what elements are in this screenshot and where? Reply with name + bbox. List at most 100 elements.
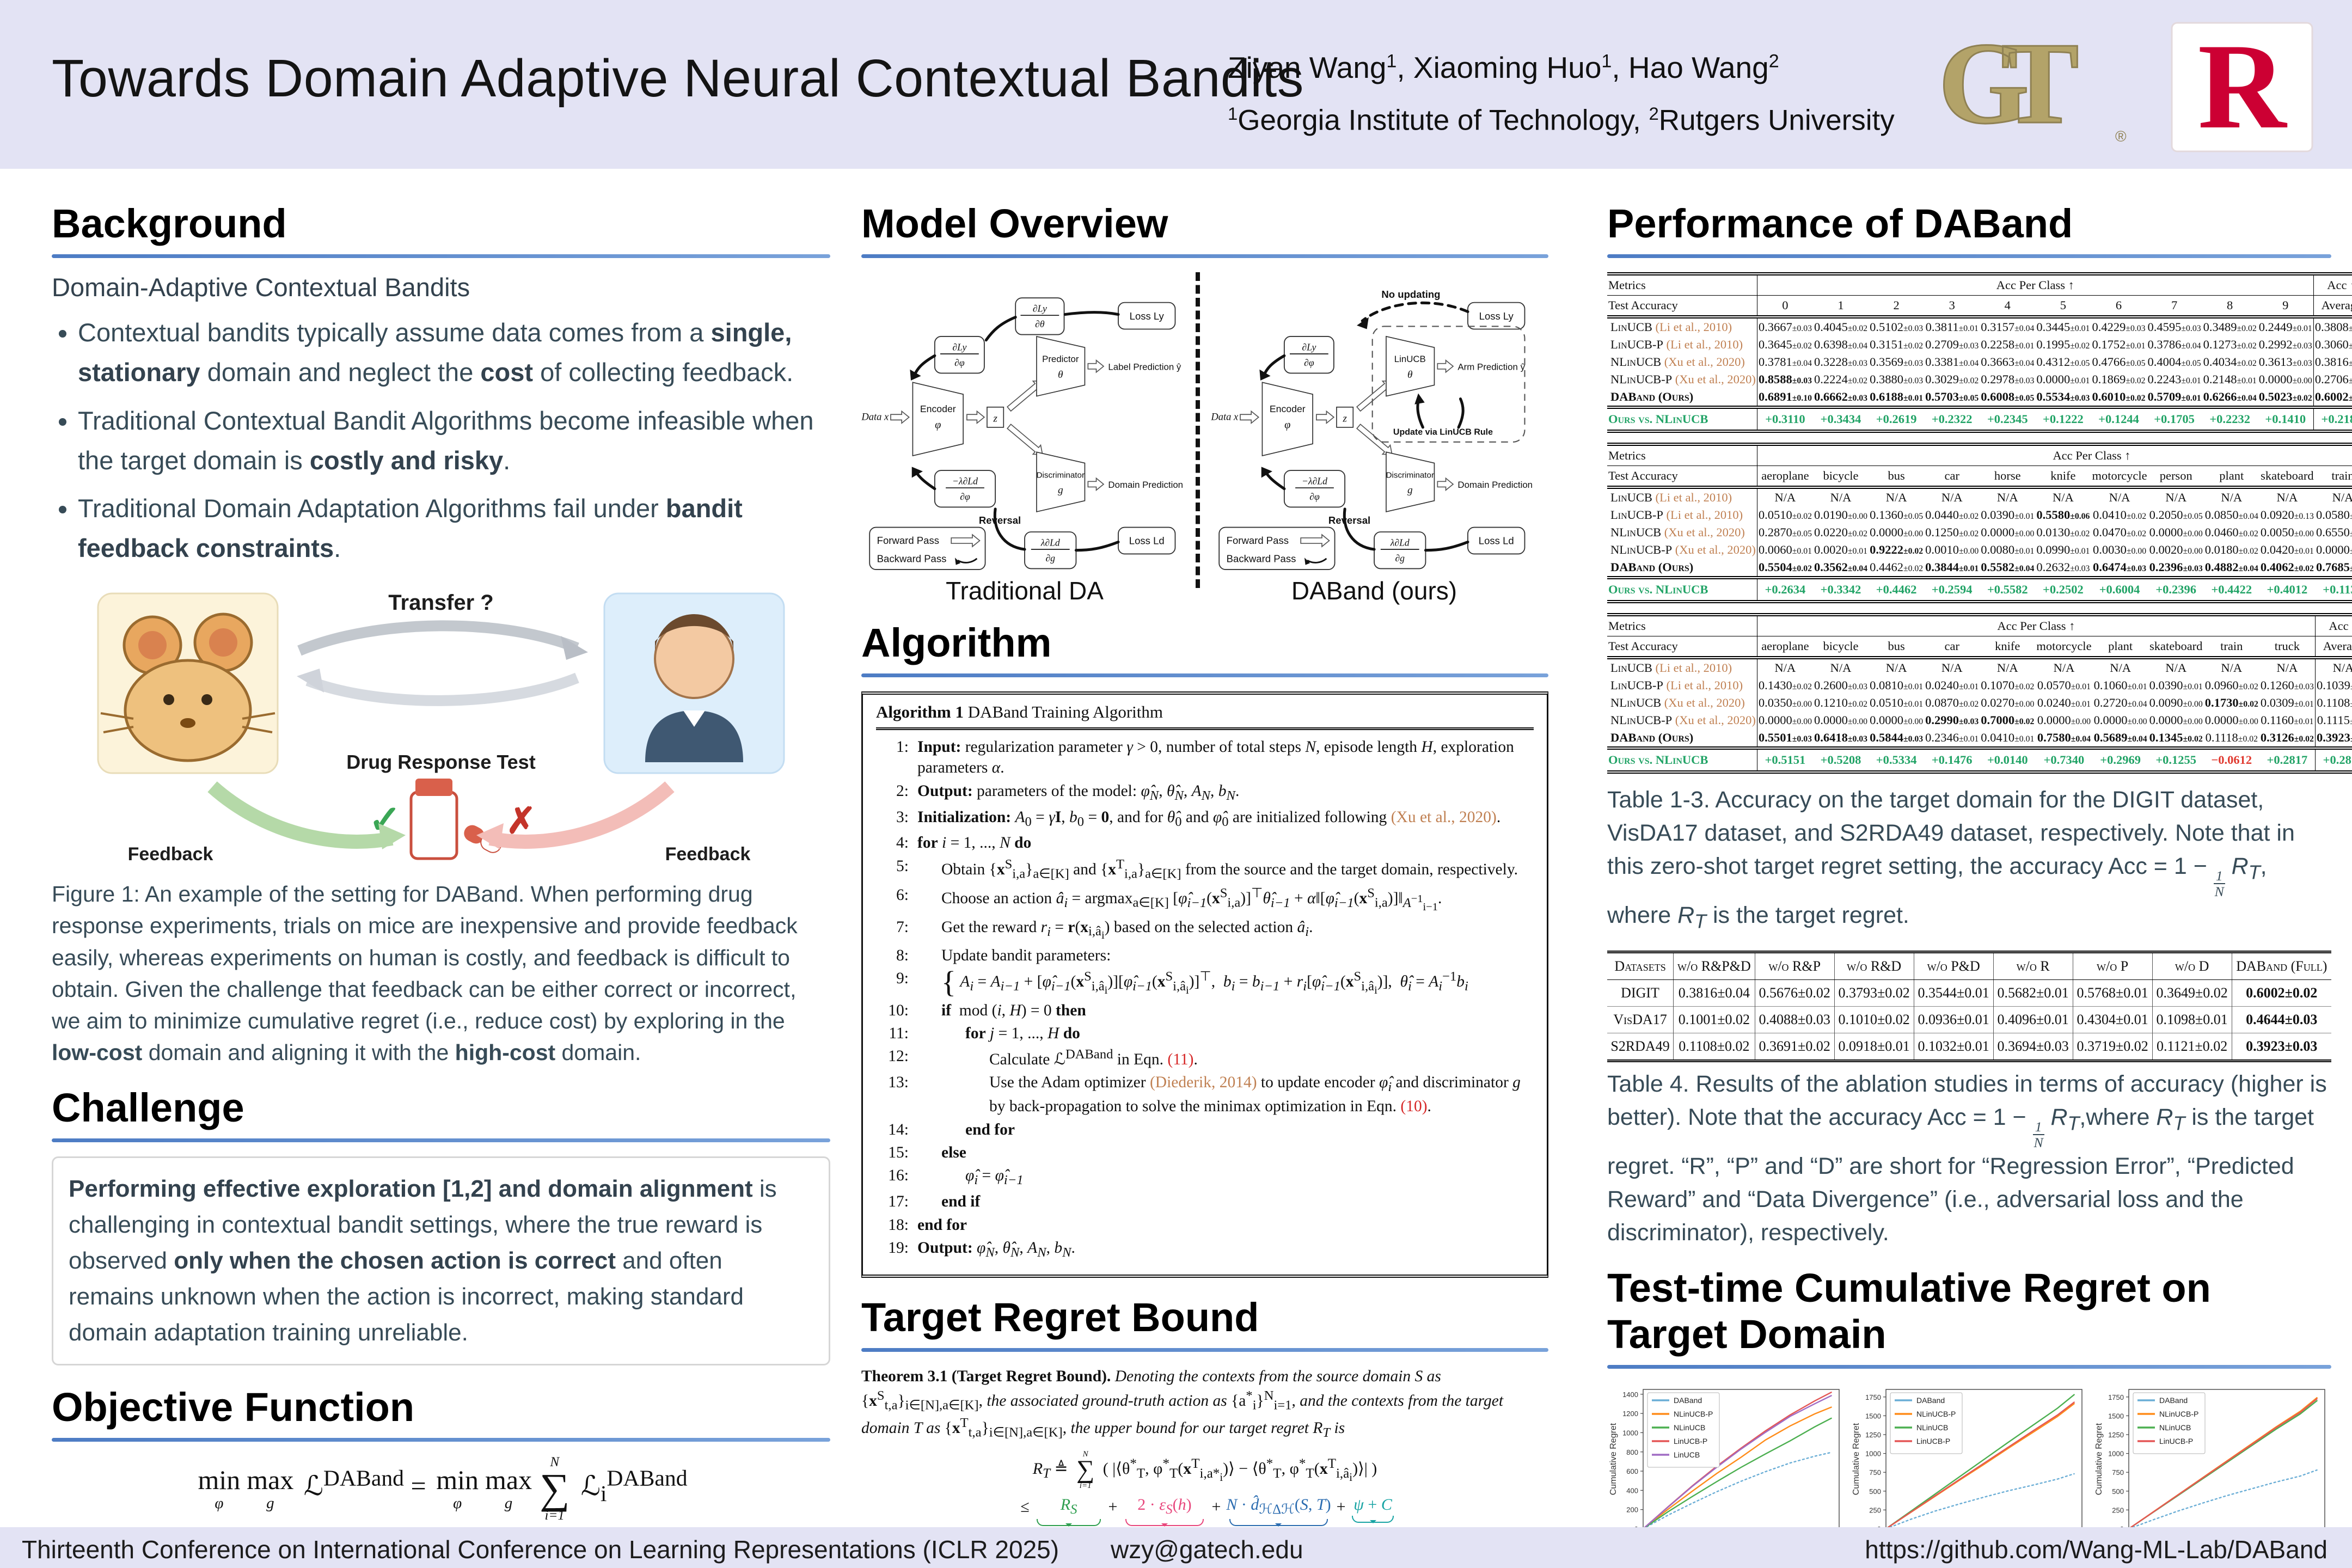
svg-text:Reversal: Reversal bbox=[1328, 514, 1370, 526]
table-column-header: Test Accuracy0123456789Average bbox=[1607, 295, 2352, 318]
svg-text:DABand: DABand bbox=[2159, 1396, 2188, 1405]
svg-text:Predictor: Predictor bbox=[1042, 354, 1079, 364]
svg-text:∂Ly: ∂Ly bbox=[952, 341, 966, 352]
algorithm-line: 6: Choose an action âi = argmaxa∈[K] [φ̂i… bbox=[896, 886, 1442, 913]
svg-text:500: 500 bbox=[1869, 1487, 1881, 1496]
svg-text:∂g: ∂g bbox=[1395, 553, 1405, 564]
table-row: LinUCB (Li et al., 2010) 0.3667±0.03 0.404… bbox=[1607, 317, 2352, 336]
author-names: Ziyan Wang1, Xiaoming Huo1, Hao Wang2 bbox=[1228, 51, 1779, 84]
svg-text:LinUCB-P: LinUCB-P bbox=[2159, 1437, 2193, 1445]
svg-text:Domain Prediction d̂: Domain Prediction d̂ bbox=[1457, 480, 1532, 490]
heading-underline bbox=[1607, 254, 2331, 258]
algorithm-line: 3: Initialization: A0 = γI, b0 = 0, and f… bbox=[896, 808, 1501, 829]
svg-text:1000: 1000 bbox=[1865, 1450, 1881, 1458]
table-column-header: Test Accuracy aeroplane bicycle bus car knife… bbox=[1607, 636, 2352, 659]
table-row: NLinUCB (Xu et al., 2020) 0.0350±0.00 0.12… bbox=[1607, 694, 2352, 712]
svg-text:φ: φ bbox=[935, 419, 941, 431]
svg-text:λ∂Ld: λ∂Ld bbox=[1040, 537, 1060, 548]
svg-text:Domain Prediction d̂: Domain Prediction d̂ bbox=[1108, 480, 1183, 490]
table-row: VisDA17 0.1001±0.02 0.4088±0.03 0.1010±0.02… bbox=[1607, 1006, 2331, 1033]
svg-text:∂Ly: ∂Ly bbox=[1302, 341, 1316, 352]
svg-text:1400: 1400 bbox=[1622, 1391, 1638, 1399]
transfer-label: Transfer ? bbox=[388, 591, 493, 615]
svg-text:NLinUCB-P: NLinUCB-P bbox=[2159, 1410, 2198, 1418]
poster-header: Towards Domain Adaptive Neural Contextua… bbox=[0, 0, 2352, 169]
diagram-caption-left: Traditional DA bbox=[946, 577, 1104, 605]
algorithm-line: 2: Output: parameters of the model: φ̂N, … bbox=[896, 782, 1240, 803]
svg-text:Cumulative Regret: Cumulative Regret bbox=[1609, 1423, 1618, 1495]
algorithm-line: 13: Use the Adam optimizer (Diederik, 201… bbox=[888, 1074, 1521, 1116]
svg-text:400: 400 bbox=[1626, 1487, 1638, 1495]
algorithm-line: 16: φ̂i = φ̂i−1 bbox=[888, 1167, 1024, 1188]
svg-text:Data x: Data x bbox=[861, 411, 889, 422]
table-row: NLinUCB-P (Xu et al., 2020) 0.0000±0.00 0.… bbox=[1607, 712, 2352, 729]
footer-conference: Thirteenth Conference on International C… bbox=[22, 1535, 1059, 1564]
svg-text:∂g: ∂g bbox=[1045, 553, 1055, 564]
table13-caption: Table 1-3. Accuracy on the target domain… bbox=[1607, 787, 2295, 933]
algorithm-line: 17: end if bbox=[888, 1193, 981, 1211]
svg-text:Loss Ly: Loss Ly bbox=[1479, 310, 1514, 322]
svg-text:1500: 1500 bbox=[2108, 1412, 2124, 1420]
svg-text:∂Ly: ∂Ly bbox=[1033, 303, 1047, 314]
svg-text:1200: 1200 bbox=[1622, 1410, 1638, 1418]
right-column: Performance of DABand Metrics Acc Per Cla… bbox=[1607, 200, 2352, 1568]
heading-underline bbox=[1607, 1365, 2331, 1369]
algorithm-line: 19: Output: φ̂N, θ̂N, AN, bN. bbox=[888, 1239, 1075, 1260]
svg-text:No updating: No updating bbox=[1381, 289, 1440, 300]
algorithm-line: 9:{ Ai = Ai−1 + [φ̂i−1(xSi,âi)][φ̂i−1(xS… bbox=[896, 965, 1468, 1000]
svg-text:250: 250 bbox=[2112, 1506, 2124, 1515]
svg-text:1750: 1750 bbox=[2108, 1393, 2124, 1401]
regret-equation-line1: RT ≜ N ∑ i=1 ( |⟨θ*T, φ*T(xTi,a*i)⟩ − ⟨θ*T… bbox=[1032, 1449, 1377, 1491]
svg-text:∂φ: ∂φ bbox=[1309, 491, 1320, 502]
footer-email: wzy@gatech.edu bbox=[1111, 1535, 1303, 1564]
svg-text:∂φ: ∂φ bbox=[1304, 357, 1314, 368]
algorithm-line: 8: Update bandit parameters: bbox=[896, 947, 1111, 965]
algorithm-line: 12: Calculate ℒDABand in Eqn. (11). bbox=[888, 1047, 1198, 1069]
figure1-caption: Figure 1: An example of the setting for … bbox=[52, 881, 798, 1065]
table-row: NLinUCB (Xu et al., 2020) 0.3781±0.04 0.32… bbox=[1607, 353, 2352, 371]
svg-text:Discriminator: Discriminator bbox=[1386, 471, 1434, 480]
georgia-tech-logo-icon: GT ® bbox=[1938, 22, 2127, 147]
table4-caption: Table 4. Results of the ablation studies… bbox=[1607, 1071, 2327, 1246]
svg-text:1000: 1000 bbox=[1622, 1429, 1638, 1437]
svg-text:−λ∂Ld: −λ∂Ld bbox=[952, 475, 978, 486]
svg-text:Encoder: Encoder bbox=[1270, 403, 1306, 414]
table-row: DABand (Ours) 0.6891±0.10 0.6662±0.03 0.61… bbox=[1607, 388, 2352, 407]
algorithm-box: Algorithm 1 DABand Training Algorithm 1:… bbox=[861, 691, 1548, 1278]
table-row: DABand (Ours) 0.5501±0.03 0.6418±0.03 0.58… bbox=[1607, 729, 2352, 748]
svg-text:∂φ: ∂φ bbox=[960, 491, 970, 502]
heading-underline bbox=[861, 1347, 1548, 1352]
table-diff-row: Ours vs. NLinUCB +0.3110 +0.3434 +0.2619 +0.… bbox=[1607, 406, 2352, 433]
svg-text:Update via LinUCB Rule: Update via LinUCB Rule bbox=[1393, 427, 1493, 437]
table-row: NLinUCB-P (Xu et al., 2020) 0.8588±0.03 0.… bbox=[1607, 371, 2352, 388]
svg-text:Discriminator: Discriminator bbox=[1037, 471, 1085, 480]
svg-text:Loss Ld: Loss Ld bbox=[1129, 535, 1165, 547]
table-row: DABand (Ours) 0.5504±0.02 0.3562±0.04 0.44… bbox=[1607, 559, 2352, 578]
background-bullet: Traditional Contextual Bandit Algorithms… bbox=[78, 401, 830, 481]
svg-text:NLinUCB: NLinUCB bbox=[1674, 1423, 1705, 1432]
svg-text:Forward Pass: Forward Pass bbox=[1227, 535, 1289, 546]
svg-text:Encoder: Encoder bbox=[920, 403, 956, 414]
table-row: DIGIT 0.3816±0.04 0.5676±0.02 0.3793±0.02 0.… bbox=[1607, 979, 2331, 1007]
algorithm-line: 5: Obtain {xSi,a}a∈[K] and {xTi,a}a∈[K] f… bbox=[896, 856, 1518, 881]
table-row: NLinUCB (Xu et al., 2020) 0.2870±0.05 0.02… bbox=[1607, 524, 2352, 541]
svg-text:λ∂Ld: λ∂Ld bbox=[1390, 537, 1410, 548]
svg-text:750: 750 bbox=[2112, 1468, 2124, 1477]
table-column-header: Datasets w/o R&P&D w/o R&P w/o R&D w/o P&D w/… bbox=[1607, 951, 2331, 981]
traditional-da-diagram: Data x Encoder φ z Predictor θ Label Predictio… bbox=[861, 297, 1183, 571]
svg-text:Loss Ld: Loss Ld bbox=[1479, 535, 1514, 547]
svg-text:800: 800 bbox=[1626, 1448, 1638, 1456]
svg-text:250: 250 bbox=[1869, 1506, 1881, 1515]
table-row: LinUCB-P (Li et al., 2010) 0.3645±0.02 0.6… bbox=[1607, 336, 2352, 353]
footer-github-url: https://github.com/Wang-ML-Lab/DABand bbox=[1865, 1535, 2328, 1564]
author-affiliations: 1Georgia Institute of Technology, 2Rutge… bbox=[1228, 103, 1895, 137]
svg-text:∂θ: ∂θ bbox=[1035, 318, 1045, 329]
svg-text:Label Prediction ŷ: Label Prediction ŷ bbox=[1108, 362, 1181, 372]
